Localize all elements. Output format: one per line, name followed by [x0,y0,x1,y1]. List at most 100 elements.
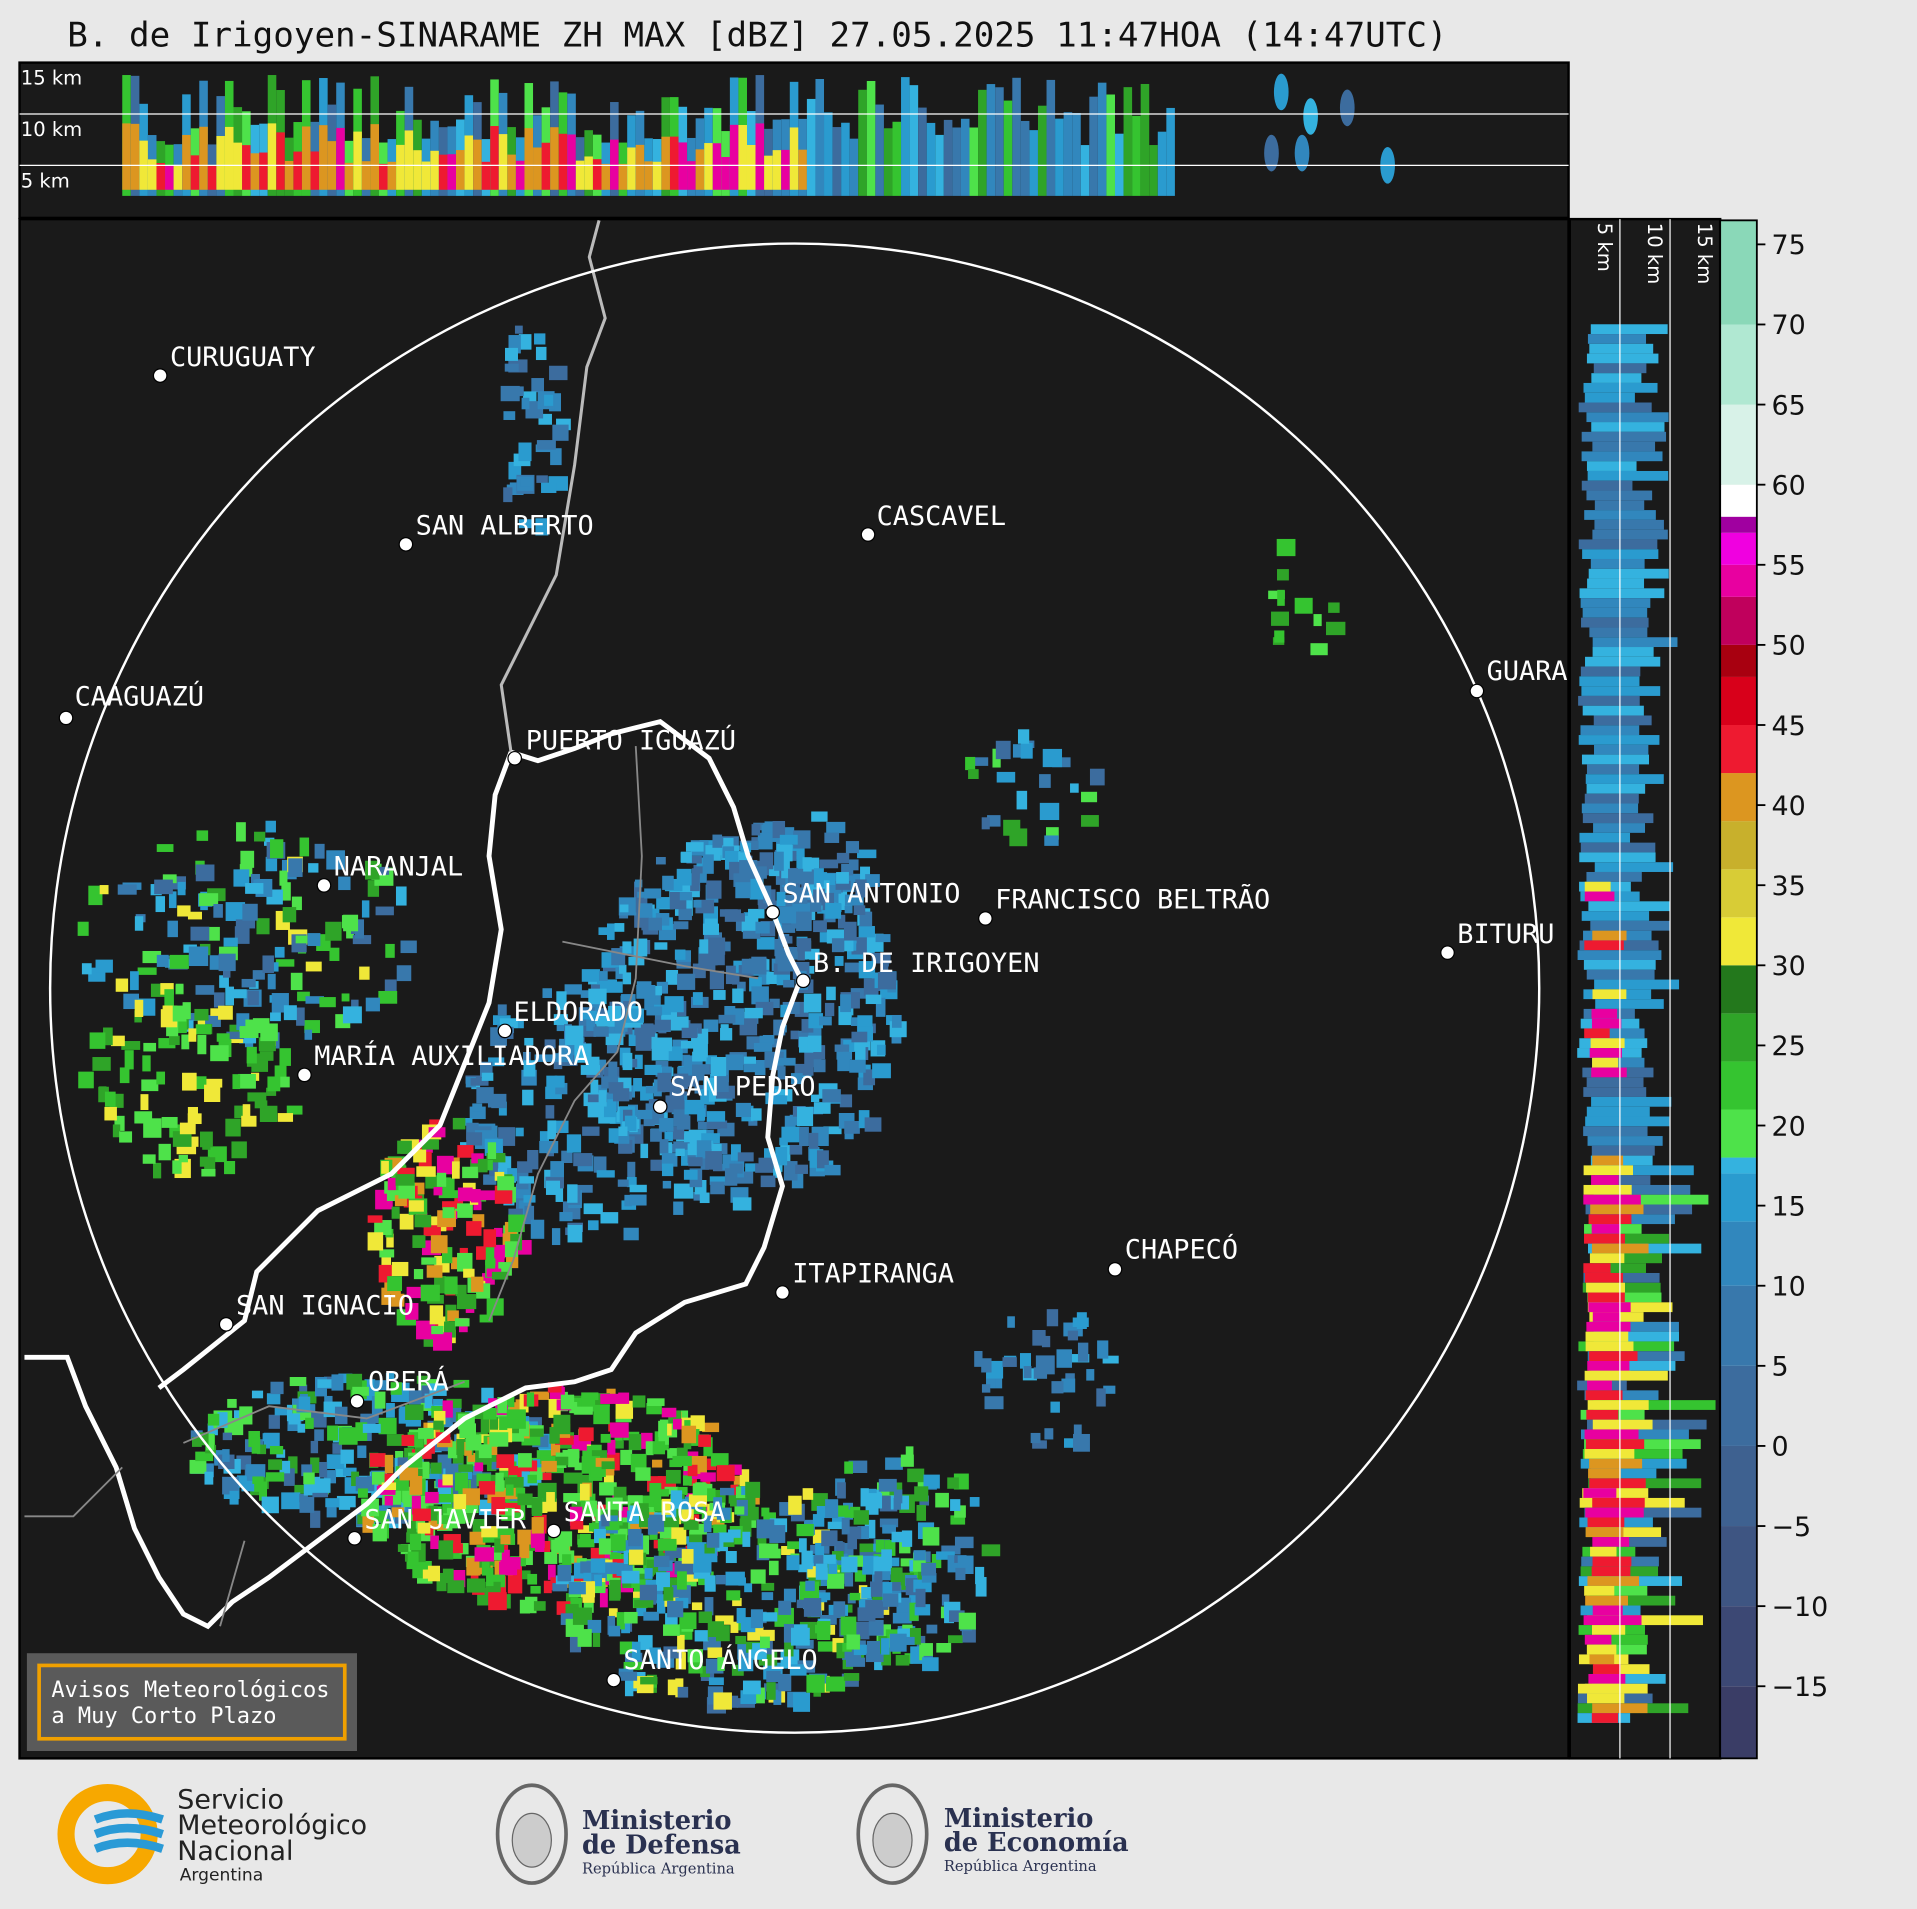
echo [268,1414,280,1429]
echo [732,1197,752,1211]
echo [1584,1272,1624,1283]
echo [265,820,276,833]
echo [305,961,322,972]
echo [204,1157,216,1170]
echo [438,154,448,190]
echo [387,161,397,190]
echo [1584,1429,1639,1440]
echo [549,365,568,381]
echo [354,919,365,939]
echo [325,1498,340,1508]
echo [519,1176,535,1184]
echo [1046,79,1056,196]
echo [1592,441,1656,452]
echo [670,1490,683,1509]
echo [438,1540,454,1560]
echo [954,1505,966,1518]
echo [233,869,250,887]
echo [1580,598,1651,608]
echo [239,1026,259,1039]
echo [546,1492,555,1504]
echo [543,1580,552,1594]
echo [664,1543,675,1563]
city-dot [1469,683,1485,699]
echo [790,1030,799,1040]
echo [1589,1253,1625,1264]
echo [644,1568,653,1579]
echo [225,1118,241,1137]
echo [745,1481,761,1498]
echo [194,1008,209,1021]
echo [813,868,824,888]
echo [1592,647,1654,657]
emblem [495,1783,568,1885]
echo [523,1060,536,1077]
echo [1587,470,1669,481]
echo [457,1187,473,1202]
echo [692,1064,705,1081]
echo [791,1168,804,1189]
tick-label: 75 [1772,230,1806,261]
echo [1097,1340,1109,1359]
echo [785,885,799,893]
echo [407,1551,419,1566]
echo [697,1121,708,1130]
echo [885,1457,903,1470]
echo [429,1305,444,1325]
echo [513,1564,523,1581]
echo [750,1108,762,1121]
echo [420,1284,440,1302]
echo [178,1154,188,1163]
echo [567,1224,583,1243]
echo [436,1439,453,1448]
echo [634,1054,643,1069]
echo [498,1101,507,1116]
echo [574,1043,592,1063]
echo [195,1024,212,1035]
echo [875,104,884,196]
echo [783,1161,798,1181]
echo [671,1510,680,1530]
echo [984,1396,1004,1410]
echo [726,1590,741,1601]
echo [609,1010,622,1020]
echo [540,1455,552,1464]
echo [374,1391,386,1409]
echo [314,1429,324,1441]
echo [481,1526,498,1538]
echo [710,1453,729,1467]
echo [845,1657,866,1667]
echo [340,1449,354,1464]
city-dot [1440,945,1455,961]
echo [633,938,648,957]
echo [514,325,523,334]
echo [892,121,902,196]
echo [1586,461,1637,471]
echo [310,1411,327,1428]
echo [811,1094,820,1103]
echo [462,1166,479,1179]
echo [600,1393,620,1404]
echo [1070,783,1079,793]
echo [381,1250,392,1270]
echo [863,1069,876,1086]
echo [1595,1175,1651,1185]
echo [577,1629,592,1647]
echo [817,1641,834,1652]
echo [559,1212,573,1222]
echo [187,1106,199,1115]
echo [789,127,799,190]
color-band [1720,821,1757,870]
echo [832,127,842,196]
echo [610,1534,626,1551]
echo [544,1552,558,1564]
echo [405,1404,424,1420]
echo [355,1476,375,1492]
echo [1581,754,1650,765]
echo [1594,1664,1650,1674]
echo [276,1076,290,1088]
echo [860,866,871,884]
echo [687,161,696,190]
echo [855,1045,866,1063]
